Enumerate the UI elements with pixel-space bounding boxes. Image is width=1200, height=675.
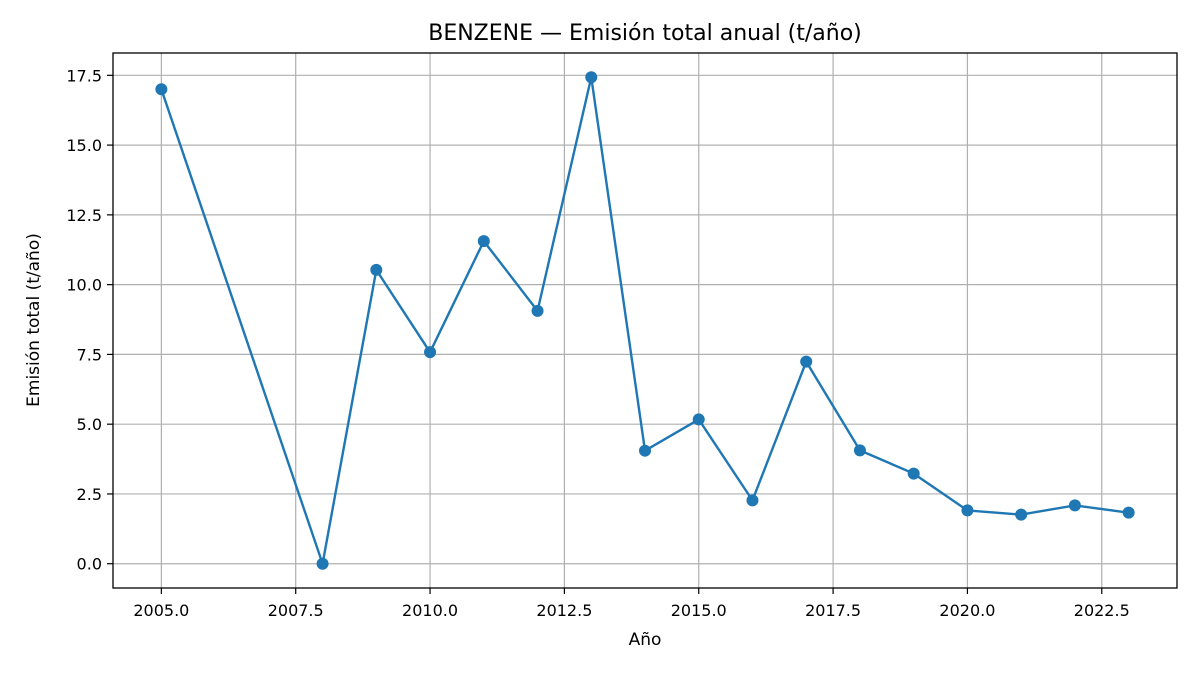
data-point — [853, 444, 866, 457]
y-tick-label: 15.0 — [66, 136, 102, 155]
data-point — [316, 557, 329, 570]
data-point — [424, 346, 437, 359]
data-point — [585, 71, 598, 84]
chart-title: BENZENE — Emisión total anual (t/año) — [428, 21, 862, 46]
y-tick-label: 10.0 — [66, 276, 102, 295]
x-tick-label: 2020.0 — [939, 601, 995, 620]
y-tick-label: 5.0 — [77, 415, 102, 434]
data-series — [155, 71, 1135, 570]
data-point — [639, 444, 651, 457]
data-point — [800, 355, 813, 368]
data-point — [477, 235, 490, 248]
data-point — [961, 504, 974, 517]
y-tick-label: 7.5 — [77, 345, 102, 364]
data-point — [907, 467, 920, 480]
x-axis-label: Año — [629, 630, 662, 650]
plot-frame — [112, 52, 1178, 589]
y-tick-label: 2.5 — [77, 485, 102, 504]
y-tick-label: 17.5 — [66, 66, 102, 85]
x-tick-label: 2007.5 — [268, 601, 324, 620]
data-point — [370, 263, 383, 276]
y-tick-label: 12.5 — [66, 206, 102, 225]
axis-ticks: 2005.0 2007.5 2010.0 2012.5 2015.0 2017.5 2020… — [66, 66, 1129, 620]
y-axis-label: Emisión total (t/año) — [24, 233, 44, 407]
x-tick-label: 2010.0 — [402, 601, 458, 620]
data-point — [1068, 499, 1081, 512]
x-tick-label: 2005.0 — [133, 601, 189, 620]
grid-lines — [113, 53, 1177, 588]
x-tick-label: 2015.0 — [671, 601, 727, 620]
data-point — [155, 83, 168, 96]
data-point — [1015, 508, 1028, 521]
x-tick-label: 2017.5 — [805, 601, 861, 620]
data-point — [746, 494, 759, 507]
data-point — [692, 413, 705, 426]
data-point — [531, 304, 544, 317]
y-tick-label: 0.0 — [77, 555, 102, 574]
x-tick-label: 2012.5 — [536, 601, 592, 620]
x-tick-label: 2022.5 — [1074, 601, 1130, 620]
data-point — [1122, 506, 1135, 519]
